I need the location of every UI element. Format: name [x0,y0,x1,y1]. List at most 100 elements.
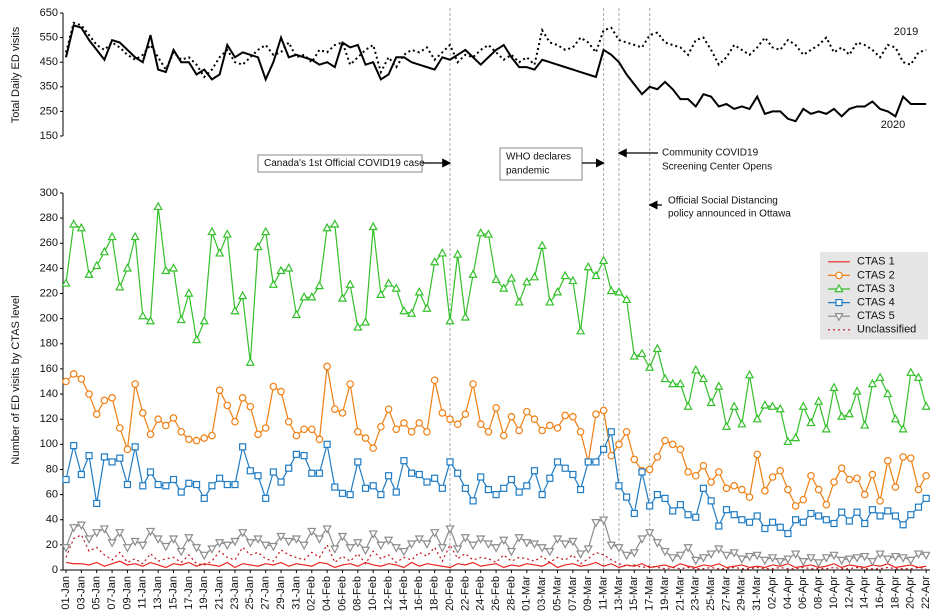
x-tick-label: 11-Mar [598,576,610,610]
marker [69,219,79,228]
legend-label: CTAS 2 [857,269,895,281]
marker [515,488,523,496]
y-tick-label: 450 [40,56,58,68]
marker [414,287,424,296]
x-tick-label: 14-Feb [398,576,410,611]
marker [61,544,71,553]
x-tick-label: 11-Jan [137,576,149,609]
marker [891,512,900,520]
marker [146,468,155,476]
x-tick-label: 02-Feb [306,576,318,611]
marker [115,529,125,538]
marker [154,480,162,489]
annotation-text: pandemic [506,166,549,177]
y-tick-label: 100 [40,438,58,450]
y-tick-label: 350 [40,81,58,93]
marker [745,518,754,526]
marker [268,542,278,552]
marker [906,367,916,376]
marker [269,468,277,476]
marker [122,263,133,272]
marker [422,303,432,312]
y-tick-label: 260 [40,237,58,249]
marker [752,551,762,561]
marker [784,529,792,538]
marker [261,541,271,551]
marker [913,550,924,559]
y-tick-label: 20 [46,539,58,551]
marker [822,516,830,524]
marker [899,521,907,529]
series [62,428,930,538]
marker [453,249,463,258]
marker [430,256,440,266]
marker [591,519,601,528]
marker [162,421,170,430]
marker [146,430,155,439]
marker [669,507,677,515]
marker [884,507,892,515]
marker [230,537,240,547]
marker [729,549,739,558]
marker [829,382,839,391]
marker [883,388,893,398]
marker [338,489,347,497]
series-line [65,534,927,570]
marker [791,502,800,510]
y-tick-label: 250 [40,105,58,117]
marker [353,322,363,331]
marker [867,558,878,567]
marker [922,471,930,480]
x-tick-label: 15-Mar [628,576,640,611]
marker [214,248,225,257]
marker [315,435,324,444]
marker [92,260,102,270]
marker [552,287,563,296]
marker [753,450,762,459]
marker [476,420,485,429]
marker [514,534,524,543]
marker [844,555,854,564]
marker [162,482,170,490]
marker [177,488,185,496]
annotation-text: Official Social Distancing [668,196,778,207]
x-tick-label: 10-Feb [367,576,379,611]
y-tick-label: 550 [40,32,58,44]
marker [507,475,516,484]
marker [223,480,231,489]
marker [307,292,317,301]
marker [714,381,724,390]
marker [569,412,577,421]
x-tick-label: 31-Mar [751,576,763,611]
marker [460,312,470,321]
x-tick-label: 29-Mar [736,576,748,611]
marker [784,485,792,494]
marker [838,508,846,516]
marker [638,468,646,476]
marker [222,229,232,238]
marker [200,434,209,442]
marker [292,450,300,458]
marker [715,522,723,530]
marker [645,465,654,474]
marker [798,401,808,410]
marker [607,428,615,436]
annotation-text: WHO declares [506,152,571,163]
marker [445,525,455,534]
marker [130,231,140,241]
marker [438,484,446,492]
marker [553,424,562,432]
marker [476,535,486,544]
marker [469,380,477,388]
marker [775,403,785,413]
marker [276,265,286,275]
marker [377,491,385,499]
legend-label: Unclassified [857,324,916,336]
marker [860,490,869,499]
marker [400,457,408,465]
marker [500,484,508,492]
marker [737,418,747,428]
marker [583,545,593,554]
marker [722,484,731,493]
marker [814,396,824,405]
